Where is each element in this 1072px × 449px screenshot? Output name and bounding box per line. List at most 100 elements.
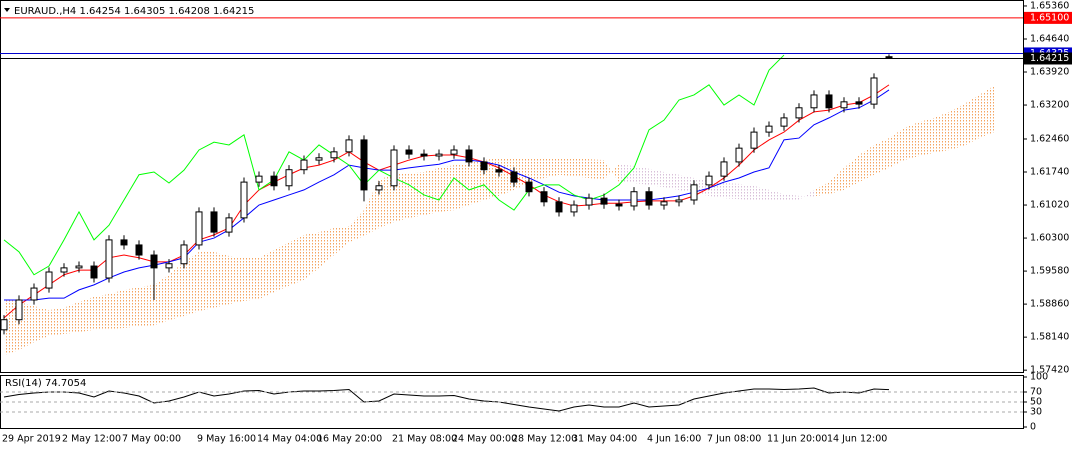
candle-body [780,117,788,127]
cloud-segment [739,183,754,200]
cloud-segment [49,307,64,336]
candle-body [735,147,743,163]
cloud-segment [514,157,529,190]
cloud-segment [904,122,919,161]
x-tick-label: 9 May 16:00 [197,434,256,445]
cloud-segment [199,251,214,311]
x-tick-label: 16 May 20:00 [317,434,382,445]
candle-body [0,319,8,331]
candle-body [750,131,758,149]
candle-body [675,199,683,203]
menu-icon[interactable] [4,8,10,12]
candle-body [390,149,398,187]
cloud-segment [94,294,109,330]
rsi-tick-label: 50 [1030,397,1042,408]
candle-body [300,159,308,171]
cloud-segment [364,179,379,236]
cloud-segment [34,305,49,343]
price-label: 1.64215 [1030,53,1069,64]
candle-body [360,139,368,191]
candle-body [645,191,653,206]
cloud-segment [229,255,244,305]
rsi-title: RSI(14) 74.7054 [5,378,86,389]
cloud-segment [649,168,664,188]
cloud-segment [529,157,544,184]
cloud-segment [634,166,649,185]
cloud-segment [829,167,844,195]
cloud-segment [604,160,619,183]
x-tick-label: 29 Apr 2019 [2,434,61,445]
x-tick-label: 31 May 04:00 [572,434,637,445]
cloud-segment [859,144,874,183]
x-tick-label: 24 May 00:00 [452,434,517,445]
candle-body [630,191,638,207]
candle-body [255,175,263,183]
candle-body [375,185,383,191]
cloud-segment [289,234,304,286]
x-tick-label: 7 May 00:00 [122,434,181,445]
cloud-segment [754,185,769,200]
candle-body [15,299,23,321]
candle-body [420,153,428,157]
rsi-tick-label: 70 [1030,387,1042,398]
cloud-segment [574,157,589,178]
candle-body [450,149,458,155]
cloud-segment [454,162,469,211]
rsi-layer [0,387,1023,413]
candle-body [690,184,698,201]
candle-body [135,244,143,256]
candle-body [240,181,248,219]
candle-body [225,217,233,233]
candle-body [720,161,728,177]
candle-body [825,94,833,109]
cloud-segment [589,159,604,180]
price-label-bg [1024,11,1072,24]
y-tick-label: 1.63920 [1030,67,1069,78]
y-tick-label: 1.58860 [1030,299,1069,310]
cloud-segment [214,251,229,308]
cloud-segment [889,127,904,168]
cloud-segment [424,167,439,216]
cloud-segment [544,157,559,178]
rsi-tick-label: 0 [1030,422,1036,433]
cloud-segment [799,189,814,200]
candle-body [210,211,218,233]
candle-body [180,244,188,265]
cloud-segment [619,164,634,184]
cloud-segment [64,301,79,334]
cloud-segment [319,227,334,268]
candle-body [165,263,173,269]
cloud-segment [469,160,484,206]
candle-body [345,139,353,153]
candle-body [120,239,128,246]
cloud-segment [844,155,859,190]
candle-body [525,181,533,193]
cloud-segment [874,138,889,175]
x-tick-label: 4 Jun 16:00 [647,434,701,445]
cloud-segment [259,249,274,300]
candle-body [795,107,803,119]
cloud-segment [19,301,34,350]
y-tick-label: 1.62460 [1030,133,1069,144]
candle-body [195,211,203,246]
candle-body [495,169,503,173]
x-tick-label: 2 May 12:00 [62,434,121,445]
cloud-segment [949,104,964,150]
cloud-segment [274,242,289,293]
cloud-segment [139,284,154,327]
candle-body [405,149,413,155]
cloud-segment [919,117,934,156]
candle-body [75,265,83,269]
price-label: 1.65100 [1030,12,1069,23]
candle-body [105,239,113,279]
candle-body [765,125,773,133]
x-tick-label: 14 May 04:00 [257,434,322,445]
x-tick-label: 7 Jun 08:00 [707,434,761,445]
cloud-segment [814,182,829,197]
candle-body [510,171,518,183]
cloud-segment [964,94,979,146]
y-tick-label: 1.64640 [1030,33,1069,44]
cloud-segment [334,226,349,256]
cloud-segment [4,298,19,356]
